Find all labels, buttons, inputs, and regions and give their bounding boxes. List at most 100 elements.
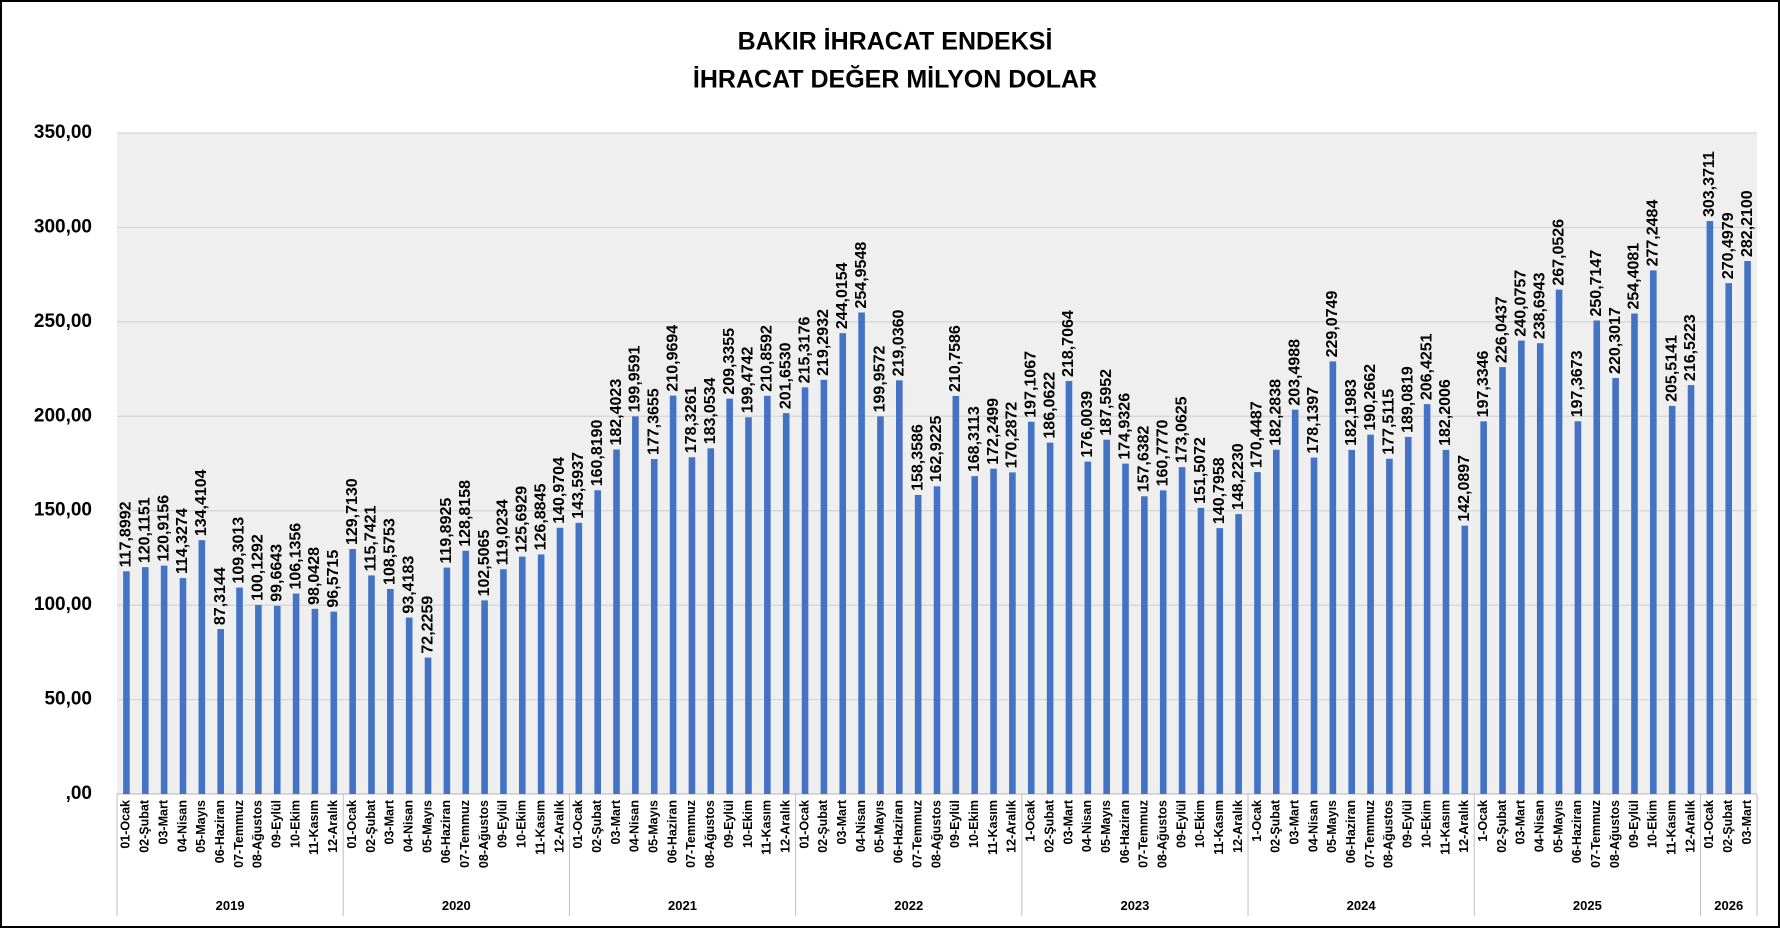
year-label: 2020 [442,898,471,913]
year-label: 2025 [1573,898,1602,913]
bar [1593,320,1601,794]
x-tick-label: 11-Kasım [1212,800,1226,855]
x-tick-label: 06-Haziran [892,800,906,863]
value-label: 102,5065 [476,530,493,597]
bar [1725,283,1733,794]
x-tick-label: 12-Aralık [1683,800,1697,853]
bar [1273,449,1280,794]
value-label: 199,4742 [740,346,757,413]
value-label: 126,8845 [532,484,549,551]
value-label: 168,3113 [966,406,983,472]
x-tick-label: 04-Nisan [1306,800,1320,852]
value-label: 240,0757 [1513,270,1530,337]
bar [650,459,658,794]
bar [1291,409,1299,794]
x-tick-label: 01-Ocak [119,800,133,849]
year-label: 2021 [668,898,697,913]
bar [518,556,526,794]
value-label: 219,0360 [891,309,908,376]
value-label: 158,3586 [909,424,926,491]
value-label: 170,4487 [1249,401,1266,468]
value-label: 189,0819 [1399,366,1416,433]
x-tick-label: 10-Ekim [515,800,529,848]
value-label: 140,7958 [1211,457,1228,524]
x-tick-label: 04-Nisan [401,800,415,852]
bar [255,604,262,794]
x-tick-label: 01-Ocak [1702,800,1716,849]
value-label: 151,5072 [1192,437,1209,504]
bar [839,333,847,794]
x-tick-label: 11-Kasım [986,800,1000,855]
x-tick-label: 04-Nisan [1533,800,1547,852]
value-label: 176,0039 [1079,391,1096,458]
bar [707,448,715,794]
x-tick-label: 03-Mart [609,799,623,844]
x-tick-label: 06-Haziran [1570,800,1584,863]
year-label: 2022 [894,898,923,913]
bar [1009,472,1016,794]
x-tick-label: 06-Haziran [439,800,453,863]
value-label: 182,4023 [608,379,625,446]
x-tick-label: 12-Aralık [1457,800,1471,853]
value-label: 162,9225 [928,415,945,482]
value-label: 115,7421 [363,505,380,571]
bar [1744,261,1751,794]
bar [1386,458,1393,794]
bar [1159,490,1167,794]
x-tick-label: 04-Nisan [628,800,642,852]
value-label: 125,6929 [514,486,531,553]
value-label: 183,0534 [702,377,719,444]
x-tick-label: 05-Mayıs [873,800,887,853]
x-tick-label: 06-Haziran [1344,800,1358,863]
bar [311,608,319,794]
bar [1348,449,1356,794]
bar [933,486,941,794]
y-tick-label: 200,00 [34,405,92,426]
value-label: 98,0428 [306,547,323,605]
bar [198,540,206,794]
value-label: 201,6530 [777,342,794,409]
bar [801,387,809,794]
year-label: 2024 [1347,898,1377,913]
x-tick-label: 11-Kasım [1664,800,1678,855]
x-tick-label: 06-Haziran [665,800,679,863]
x-tick-label: 03-Mart [156,799,170,844]
bar [1706,221,1714,794]
chart-title: BAKIR İHRACAT ENDEKSİ [738,28,1053,56]
value-label: 205,5141 [1663,335,1680,402]
x-tick-label: 08-Ağustos [703,800,717,868]
value-label: 160,8190 [589,419,606,486]
x-tick-label: 10-Ekim [741,800,755,848]
value-label: 109,3013 [231,517,248,584]
bar [895,380,903,794]
x-tick-label: 05-Mayıs [194,800,208,853]
x-tick-label: 02-Şubat [1042,799,1056,853]
bar [575,522,583,794]
y-tick-label: 350,00 [34,122,92,143]
value-label: 282,2100 [1739,190,1756,257]
bar [1499,367,1506,794]
value-label: 250,7147 [1588,250,1605,317]
bar [537,554,545,794]
bar [141,567,149,794]
bar [160,565,168,794]
x-tick-label: 09-Eylül [270,800,284,848]
x-tick-label: 12-Aralık [778,800,792,853]
bar [877,416,884,794]
value-label: 87,3144 [212,567,229,625]
bar [858,312,865,794]
bar [462,550,470,794]
year-label: 2023 [1120,898,1149,913]
bar [443,567,451,794]
x-tick-label: 04-Nisan [1080,800,1094,852]
value-label: 120,9156 [155,495,172,562]
x-tick-label: 12-Aralık [1005,800,1019,853]
value-label: 108,5753 [382,518,399,585]
bar [971,476,979,794]
bar [613,449,620,794]
x-tick-label: 02-Şubat [1269,799,1283,853]
value-label: 100,1292 [250,534,267,601]
bar [481,600,488,794]
x-tick-label: 08-Ağustos [251,800,265,868]
bar [688,457,696,794]
